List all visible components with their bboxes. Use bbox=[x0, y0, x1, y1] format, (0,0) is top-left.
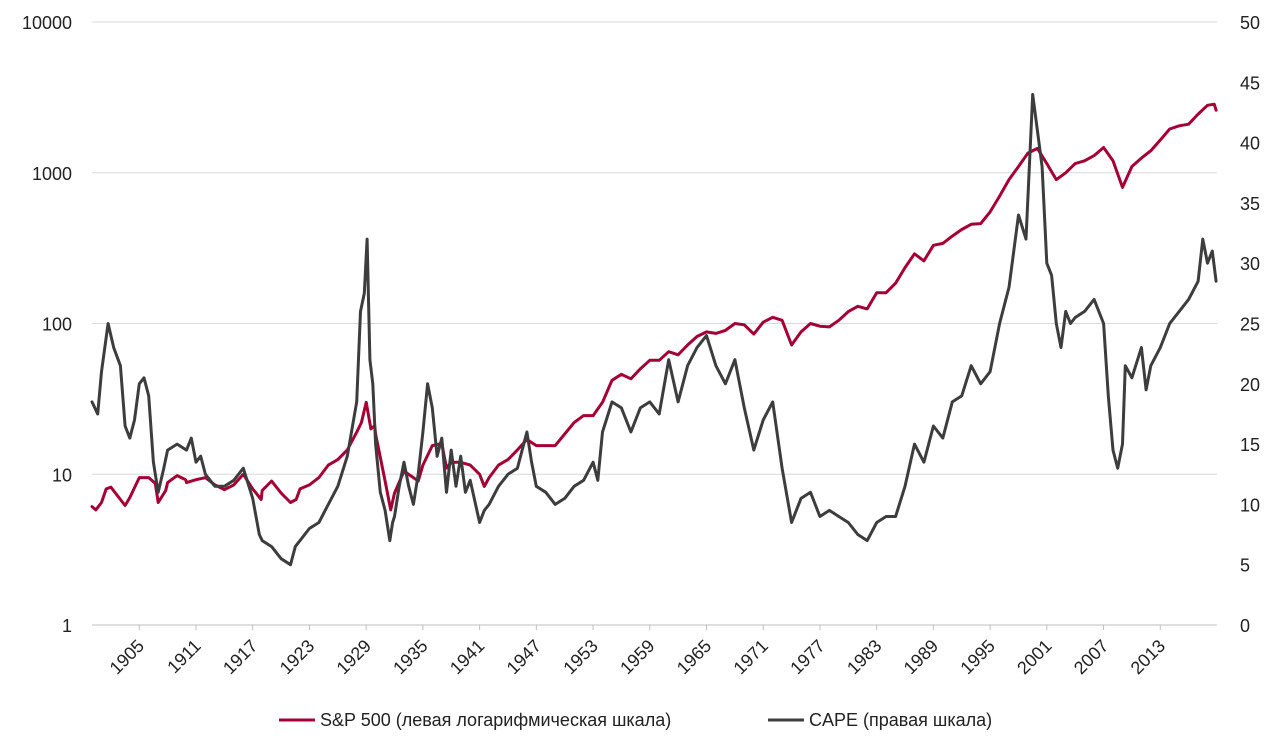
x-tick-label: 1947 bbox=[503, 636, 545, 678]
legend: S&P 500 (левая логарифмическая шкала) CA… bbox=[279, 710, 992, 730]
x-tick-label: 1935 bbox=[389, 636, 431, 678]
x-tick-label: 1929 bbox=[333, 636, 375, 678]
left-tick-label: 100 bbox=[42, 315, 72, 335]
x-tick-label: 1995 bbox=[956, 636, 998, 678]
series-layer bbox=[90, 92, 1218, 567]
left-tick-label: 1000 bbox=[32, 164, 72, 184]
right-tick-label: 0 bbox=[1240, 616, 1250, 636]
x-tick-label: 1923 bbox=[276, 636, 318, 678]
right-tick-label: 35 bbox=[1240, 194, 1260, 214]
legend-label-sp500: S&P 500 (левая логарифмическая шкала) bbox=[320, 710, 671, 730]
x-tick-label: 1917 bbox=[219, 636, 261, 678]
legend-label-cape: CAPE (правая шкала) bbox=[809, 710, 992, 730]
x-tick-label: 1977 bbox=[786, 636, 828, 678]
x-tick-label: 1959 bbox=[616, 636, 658, 678]
x-tick-label: 2001 bbox=[1013, 636, 1055, 678]
right-tick-label: 30 bbox=[1240, 254, 1260, 274]
x-tick-label: 1905 bbox=[106, 636, 148, 678]
left-tick-label: 10000 bbox=[22, 13, 72, 33]
left-tick-label: 10 bbox=[52, 465, 72, 485]
x-tick-label: 2013 bbox=[1127, 636, 1169, 678]
right-tick-label: 50 bbox=[1240, 13, 1260, 33]
x-tick-label: 1965 bbox=[673, 636, 715, 678]
right-tick-label: 10 bbox=[1240, 495, 1260, 515]
right-tick-label: 5 bbox=[1240, 556, 1250, 576]
sp500-series-line bbox=[90, 102, 1218, 512]
x-tick-label: 1911 bbox=[163, 636, 205, 678]
cape-series-line bbox=[90, 92, 1218, 567]
right-axis: 0 5 10 15 20 25 30 35 40 45 50 bbox=[1240, 13, 1260, 636]
x-tick-label: 1953 bbox=[559, 636, 601, 678]
x-tick-label: 1971 bbox=[730, 636, 772, 678]
x-tick-label: 1983 bbox=[843, 636, 885, 678]
left-axis: 1 10 100 1000 10000 bbox=[22, 13, 72, 636]
right-tick-label: 20 bbox=[1240, 375, 1260, 395]
right-tick-label: 15 bbox=[1240, 435, 1260, 455]
right-tick-label: 45 bbox=[1240, 73, 1260, 93]
x-tick-label: 2007 bbox=[1070, 636, 1112, 678]
x-tick-label: 1941 bbox=[446, 636, 488, 678]
x-axis: 1905 1911 1917 1923 1929 1935 1941 1947 1953 1959… bbox=[106, 625, 1169, 678]
left-tick-label: 1 bbox=[62, 616, 72, 636]
right-tick-label: 40 bbox=[1240, 134, 1260, 154]
right-tick-label: 25 bbox=[1240, 315, 1260, 335]
x-tick-label: 1989 bbox=[900, 636, 942, 678]
